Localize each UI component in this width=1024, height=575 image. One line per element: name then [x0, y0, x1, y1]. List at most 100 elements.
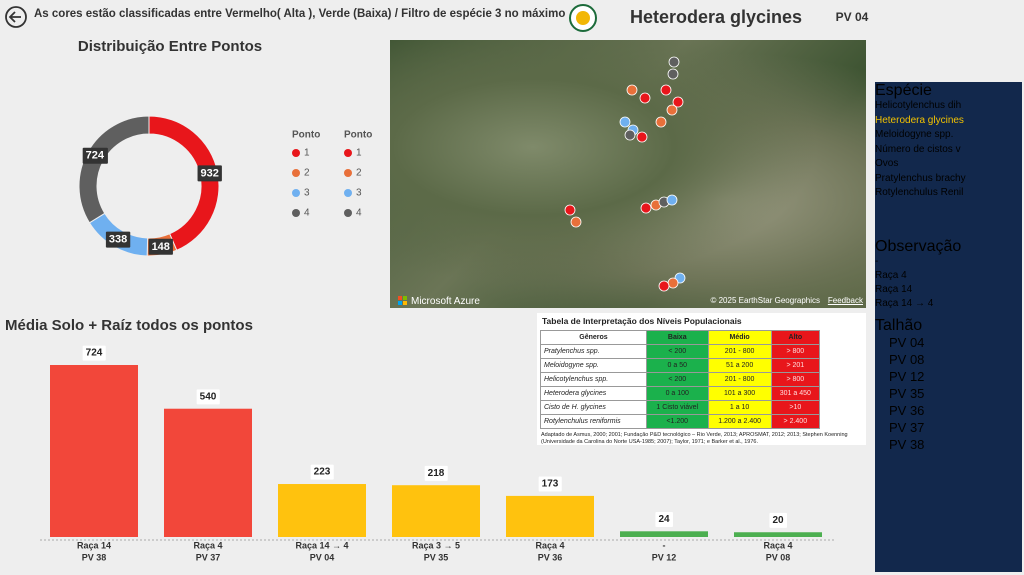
data-label: 24: [658, 514, 670, 525]
slicer-item[interactable]: Raça 14 → 4: [875, 298, 1022, 312]
map[interactable]: Microsoft Azure © 2025 EarthStar Geograp…: [390, 40, 866, 308]
table-cell: Pratylenchus spp.: [540, 344, 647, 359]
data-label: 218: [428, 468, 445, 479]
legend-title: Ponto: [292, 130, 320, 141]
x-tick-label: Raça 3 → 5: [412, 540, 460, 550]
label-box: [655, 511, 673, 527]
slicer-item[interactable]: PV 38: [875, 437, 1022, 454]
map-copyright: © 2025 EarthStar Geographics: [710, 296, 820, 305]
x-group-label: PV 08: [766, 552, 791, 562]
bar: [164, 408, 252, 537]
slicer-item-label: PV 36: [889, 403, 925, 418]
table-row: Helicotylenchus spp. < 200 201 - 800 > 800: [540, 372, 821, 387]
table-header-cell: Médio: [707, 330, 772, 345]
slicer-item[interactable]: Raça 14: [875, 284, 1022, 298]
data-label: 223: [314, 467, 331, 478]
slicer-item[interactable]: Ovos: [875, 158, 1022, 173]
slicer-item[interactable]: -: [875, 256, 1022, 270]
legend-title: Ponto: [344, 130, 372, 141]
label-box: [769, 512, 787, 528]
x-tick-label: Raça 4: [763, 540, 792, 550]
x-tick-label: Raça 4: [193, 540, 222, 550]
x-tick-label: -: [663, 540, 666, 550]
map-feedback[interactable]: Feedback: [827, 296, 863, 305]
legend-marker: [344, 169, 352, 177]
back-button[interactable]: [5, 6, 27, 28]
table-cell: 1 a 10: [707, 400, 772, 415]
bar: [506, 495, 594, 537]
table-cell: Cisto de H. glycines: [540, 400, 647, 415]
legend-marker: [292, 209, 300, 217]
table-cell: 1.200 a 2.400: [707, 414, 772, 429]
table-cell: 201 - 800: [707, 372, 772, 387]
slicer-item-label: Número de cistos v: [875, 143, 961, 155]
data-label: 20: [772, 515, 784, 526]
slicer-item-label: PV 04: [889, 335, 925, 350]
back-arrow: [8, 11, 21, 23]
legend-label: 3: [304, 188, 310, 199]
slicer-item-label: -: [875, 256, 879, 267]
x-group-label: PV 38: [82, 552, 107, 562]
header-title: As cores estão classificadas entre Verme…: [34, 8, 565, 20]
legend-marker: [292, 169, 300, 177]
slicer-item-label: Ovos: [875, 158, 899, 169]
label-box: [82, 345, 106, 361]
slicer-item-label: PV 12: [889, 369, 925, 384]
x-tick-label: Raça 14: [77, 540, 111, 550]
slicer-item-label: Raça 14 → 4: [875, 298, 934, 309]
slicer-item[interactable]: PV 08: [875, 352, 1022, 369]
legend-label: 2: [356, 168, 362, 179]
data-label: 932: [201, 167, 219, 179]
table-cell: 201 - 800: [707, 344, 772, 359]
slicer-item[interactable]: Raça 4: [875, 270, 1022, 284]
legend-marker: [344, 149, 352, 157]
slicer-item[interactable]: PV 36: [875, 403, 1022, 420]
species-title: Heterodera glycines: [630, 7, 802, 27]
legend-label: 4: [356, 208, 362, 219]
label-box: [424, 465, 448, 481]
slicer-item[interactable]: PV 35: [875, 386, 1022, 403]
data-label: 338: [109, 234, 127, 246]
slicer-item[interactable]: PV 12: [875, 369, 1022, 386]
table-cell: 0 a 50: [645, 358, 709, 373]
table-cell: > 2.400: [770, 414, 821, 429]
table-cell: <1.200: [645, 414, 709, 429]
slicer-item[interactable]: Helicotylenchus dih: [875, 100, 1022, 115]
slicer-item-label: PV 37: [889, 420, 925, 435]
slicer-item[interactable]: Número de cistos v: [875, 144, 1022, 159]
donut-title: Distribuição Entre Pontos: [78, 38, 262, 55]
slicer-item[interactable]: Rotylenchulus Renil: [875, 187, 1022, 202]
label-box: [538, 476, 562, 492]
interpretation-table: Tabela de Interpretação dos Níveis Popul…: [537, 313, 866, 445]
table-row: Rotylenchulus reniformis <1.200 1.200 a 2.…: [540, 414, 821, 429]
slicer: Observação - Raça 4 Raça 14 Raça 14 → 4: [875, 238, 1022, 317]
table-header-cell: Alto: [770, 330, 821, 345]
slicer-item-label: Raça 4: [875, 270, 907, 281]
slicer-item[interactable]: PV 37: [875, 420, 1022, 437]
slicer-item-label: PV 38: [889, 437, 925, 452]
table-row: Heterodera glycines 0 a 100 101 a 300 301 a…: [540, 386, 821, 401]
table-title: Tabela de Interpretação dos Níveis Popul…: [542, 316, 742, 326]
table-header-cell: Baixa: [645, 330, 709, 345]
legend-marker: [292, 149, 300, 157]
table-cell: < 200: [645, 344, 709, 359]
slicer-item[interactable]: Pratylenchus brachy: [875, 173, 1022, 188]
table-cell: 301 a 450: [770, 386, 821, 401]
slicer-item[interactable]: Heterodera glycines: [875, 115, 1022, 130]
map-attribution: Microsoft Azure: [411, 296, 480, 307]
legend-label: 2: [304, 168, 310, 179]
table-cell: Heterodera glycines: [540, 386, 647, 401]
legend-label: 1: [304, 148, 310, 159]
donut-slice: [78, 115, 150, 224]
slicer-item[interactable]: Meloidogyne spp.: [875, 129, 1022, 144]
x-group-label: PV 36: [538, 552, 563, 562]
legend-label: 1: [356, 148, 362, 159]
bar-title: Média Solo + Raíz todos os pontos: [5, 317, 253, 334]
label-box: [82, 147, 108, 164]
slicer-item[interactable]: PV 04: [875, 335, 1022, 352]
slicer: Talhão PV 04 PV 08 PV 12 PV 35 PV 36 PV 37 PV 3…: [875, 317, 1022, 521]
table-cell: 51 a 200: [707, 358, 772, 373]
legend-marker: [344, 209, 352, 217]
slicer-item-label: Rotylenchulus Renil: [875, 187, 964, 198]
